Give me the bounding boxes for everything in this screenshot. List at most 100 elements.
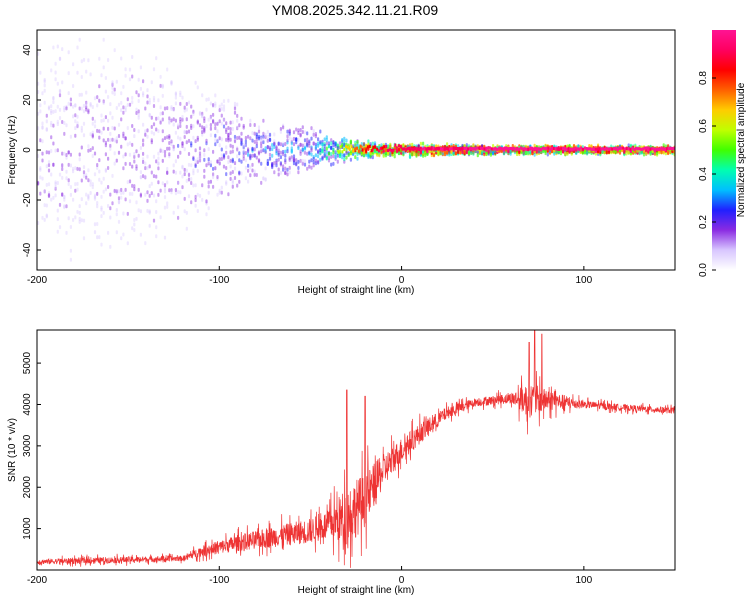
spectrogram-cell xyxy=(192,155,195,160)
spectrogram-cell xyxy=(58,225,62,230)
spectrogram-cell xyxy=(371,141,374,146)
spectrogram-cell xyxy=(286,134,289,139)
spectrogram-cell xyxy=(308,159,311,164)
spectrogram-cell xyxy=(194,164,197,169)
spectrogram-cell xyxy=(225,180,228,185)
spectrogram-cell xyxy=(207,206,210,211)
spectrogram-cell xyxy=(43,100,46,105)
spectrogram-cell xyxy=(214,93,217,98)
colorbar-label: Normalized spectral amplitude xyxy=(736,82,747,217)
spectrogram-cell xyxy=(627,150,630,155)
spectrogram-cell xyxy=(201,130,204,135)
spectrogram-cell xyxy=(177,154,180,159)
spectrogram-cell xyxy=(201,125,204,130)
spectrogram-cell xyxy=(209,126,212,131)
spectrogram-cell xyxy=(299,142,302,147)
spectrogram-ridge-cell xyxy=(660,146,663,150)
spectrogram-cell xyxy=(126,126,129,130)
spectrogram-cell xyxy=(111,125,114,130)
spectrogram-cell xyxy=(183,108,186,113)
spectrogram-cell xyxy=(201,132,204,137)
spectrogram-cell xyxy=(382,153,385,158)
spectrogram-cell xyxy=(174,191,177,196)
spectrogram-cell xyxy=(415,152,418,157)
spectrogram-cell xyxy=(201,113,204,118)
spectrogram-cell xyxy=(166,170,169,175)
spectrogram-cell xyxy=(74,215,77,220)
spectrogram-cell xyxy=(212,119,215,124)
spectrogram-ridge-cell xyxy=(541,146,544,150)
spectrogram-cell xyxy=(43,217,46,222)
spectrogram-cell xyxy=(472,151,475,156)
spectrogram-y-label: Frequency (Hz) xyxy=(7,116,18,185)
spectrogram-cell xyxy=(41,139,44,144)
spectrogram-cell xyxy=(122,154,125,159)
spectrogram-cell xyxy=(268,132,272,137)
spectrogram-cell xyxy=(72,166,75,171)
spectrogram-cell xyxy=(185,130,188,135)
spectrogram-cell xyxy=(126,97,129,102)
spectrogram-cell xyxy=(310,152,313,157)
spectrogram-cell xyxy=(113,92,116,96)
spectrogram-cell xyxy=(343,153,346,158)
spectrogram-ridge-cell xyxy=(348,147,351,151)
spectrogram-cell xyxy=(308,150,311,155)
spectrogram-cell xyxy=(262,118,265,123)
spectrogram-cell xyxy=(107,126,110,131)
spectrogram-cell xyxy=(275,158,278,163)
spectrogram-cell xyxy=(187,194,191,199)
spectrogram-cell xyxy=(207,161,210,166)
spectrogram-ridge-cell xyxy=(552,146,555,150)
spectrogram-cell xyxy=(111,201,114,206)
spectrogram-cell xyxy=(120,91,123,96)
spectrogram-ridge-cell xyxy=(536,147,539,151)
spectrogram-cell xyxy=(295,140,298,145)
spectrogram-cell xyxy=(424,153,427,158)
spectrogram-cell xyxy=(172,169,175,174)
figure-title: YM08.2025.342.11.21.R09 xyxy=(272,2,439,18)
spectrogram-cell xyxy=(65,106,68,111)
spectrogram-cell xyxy=(402,150,405,155)
spectrogram-cell xyxy=(41,121,44,126)
spectrogram-cell xyxy=(233,134,237,139)
spectrogram-cell xyxy=(157,156,160,161)
spectrogram-cell xyxy=(284,149,287,154)
spectrogram-cell xyxy=(172,107,175,112)
spectrogram-cell xyxy=(295,161,298,166)
spectrogram-cell xyxy=(100,194,103,199)
spectrogram-cell xyxy=(45,203,48,208)
spectrogram-cell xyxy=(148,223,151,228)
spectrogram-cell xyxy=(146,165,149,170)
spectrogram-ridge-cell xyxy=(649,147,652,151)
spectrogram-cell xyxy=(190,126,193,130)
spectrogram-cell xyxy=(139,193,142,198)
spectrogram-cell xyxy=(196,135,199,140)
spectrogram-cell xyxy=(319,129,322,134)
spectrogram-x-tick-label: 100 xyxy=(576,275,593,286)
spectrogram-cell xyxy=(268,152,272,157)
spectrogram-cell xyxy=(67,91,70,96)
spectrogram-cell xyxy=(54,185,57,190)
spectrogram-cell xyxy=(290,137,293,142)
spectrogram-x-ticks: -200 -100 0 100 xyxy=(27,266,593,286)
spectrogram-cell xyxy=(37,90,40,94)
spectrogram-cell xyxy=(244,139,247,144)
snr-frame xyxy=(36,329,676,571)
spectrogram-cell xyxy=(96,191,99,196)
spectrogram-cell xyxy=(74,103,77,108)
spectrogram-cell xyxy=(190,163,193,168)
colorbar-tick-label: 0.2 xyxy=(698,215,709,229)
spectrogram-ridge-cell xyxy=(571,147,574,151)
spectrogram-cell xyxy=(664,151,667,156)
spectrogram-cell xyxy=(67,216,70,221)
spectrogram-cell xyxy=(660,150,663,155)
spectrogram-cell xyxy=(380,143,383,148)
spectrogram-cell xyxy=(122,166,125,171)
snr-x-tick-label: -100 xyxy=(209,575,229,586)
spectrogram-cell xyxy=(128,191,132,196)
spectrogram-ridge-cell xyxy=(547,146,550,150)
spectrogram-cell xyxy=(249,123,252,127)
spectrogram-cell xyxy=(50,197,53,202)
spectrogram-cell xyxy=(317,160,320,165)
spectrogram-cell xyxy=(356,156,359,161)
